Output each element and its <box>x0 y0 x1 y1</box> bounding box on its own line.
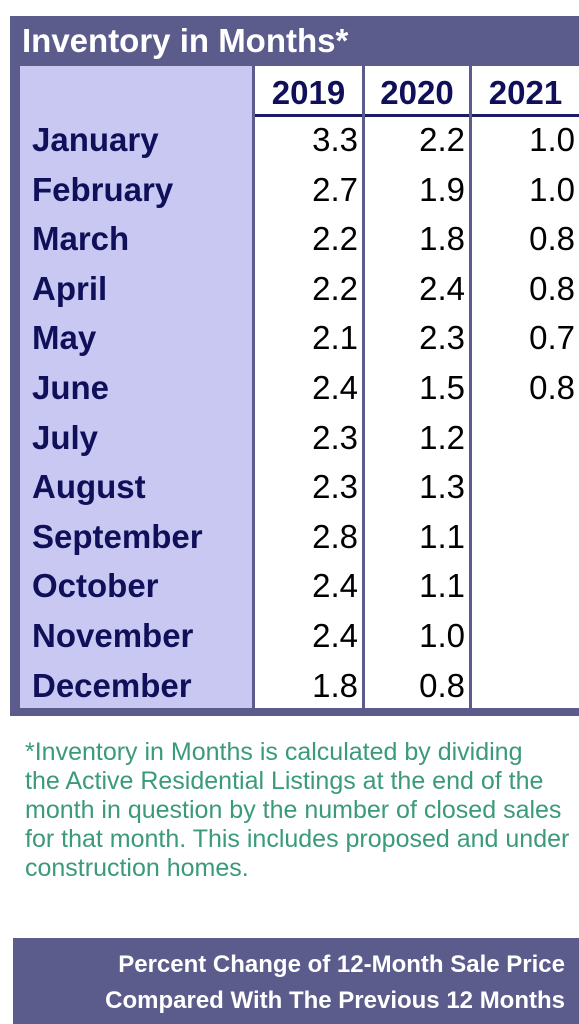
year-2021-column <box>472 66 579 708</box>
inventory-value-2019: 2.8 <box>312 518 358 555</box>
month-label: September <box>32 518 203 555</box>
month-label: July <box>32 419 99 456</box>
footnote-line: *Inventory in Months is calculated by di… <box>25 738 523 766</box>
inventory-value-2020: 2.4 <box>419 270 465 307</box>
next-section-header: Percent Change of 12-Month Sale Price Co… <box>13 938 579 1024</box>
next-section-title-line1: Percent Change of 12-Month Sale Price <box>118 951 565 978</box>
year-header-2020: 2020 <box>380 74 454 111</box>
year-2020-column <box>365 66 469 708</box>
month-label: October <box>32 567 159 604</box>
inventory-value-2020: 1.1 <box>419 518 465 555</box>
inventory-value-2019: 2.4 <box>312 567 358 604</box>
next-section-title-line2: Compared With The Previous 12 Months <box>105 987 565 1014</box>
footnote-line: the Active Residential Listings at the e… <box>25 767 544 795</box>
inventory-value-2021: 1.0 <box>529 171 575 208</box>
inventory-value-2020: 2.2 <box>419 121 465 158</box>
inventory-value-2021: 1.0 <box>529 121 575 158</box>
footnote-line: month in question by the number of close… <box>25 796 562 824</box>
month-column-background <box>20 66 252 708</box>
inventory-value-2019: 2.3 <box>312 468 358 505</box>
month-label: February <box>32 171 174 208</box>
month-label: December <box>32 667 192 704</box>
footnote: *Inventory in Months is calculated by di… <box>25 738 579 883</box>
inventory-value-2020: 1.8 <box>419 220 465 257</box>
footnote-line: for that month. This includes proposed a… <box>25 825 570 853</box>
inventory-value-2019: 2.7 <box>312 171 358 208</box>
inventory-value-2021: 0.7 <box>529 319 575 356</box>
month-label: May <box>32 319 97 356</box>
inventory-value-2019: 2.4 <box>312 369 358 406</box>
year-2019-column <box>255 66 362 708</box>
inventory-value-2019: 2.2 <box>312 220 358 257</box>
footnote-line: construction homes. <box>25 854 249 882</box>
inventory-value-2020: 0.8 <box>419 667 465 704</box>
header-underline-2019 <box>255 114 362 117</box>
inventory-value-2021: 0.8 <box>529 369 575 406</box>
month-label: March <box>32 220 130 257</box>
inventory-value-2020: 1.1 <box>419 567 465 604</box>
inventory-value-2021: 0.8 <box>529 220 575 257</box>
inventory-value-2019: 2.3 <box>312 419 358 456</box>
inventory-value-2020: 1.3 <box>419 468 465 505</box>
month-label: August <box>32 468 146 505</box>
year-header-2021: 2021 <box>488 74 563 111</box>
month-label: November <box>32 617 194 654</box>
month-label: June <box>32 369 110 406</box>
inventory-value-2019: 2.2 <box>312 270 358 307</box>
inventory-value-2020: 1.5 <box>419 369 465 406</box>
month-label: January <box>32 121 159 158</box>
inventory-value-2020: 1.9 <box>419 171 465 208</box>
header-underline-2021 <box>472 114 579 117</box>
inventory-value-2019: 3.3 <box>312 121 358 158</box>
header-underline-2020 <box>365 114 469 117</box>
inventory-value-2019: 1.8 <box>312 667 358 704</box>
table-title: Inventory in Months* <box>22 22 349 59</box>
inventory-table-panel: Inventory in Months* 2019 2020 2021 Janu… <box>10 16 579 716</box>
inventory-value-2020: 2.3 <box>419 319 465 356</box>
month-label: April <box>32 270 108 307</box>
year-header-2019: 2019 <box>271 74 346 111</box>
inventory-value-2019: 2.4 <box>312 617 358 654</box>
inventory-value-2019: 2.1 <box>312 319 358 356</box>
inventory-value-2020: 1.2 <box>419 419 465 456</box>
inventory-value-2021: 0.8 <box>529 270 575 307</box>
inventory-value-2020: 1.0 <box>419 617 465 654</box>
